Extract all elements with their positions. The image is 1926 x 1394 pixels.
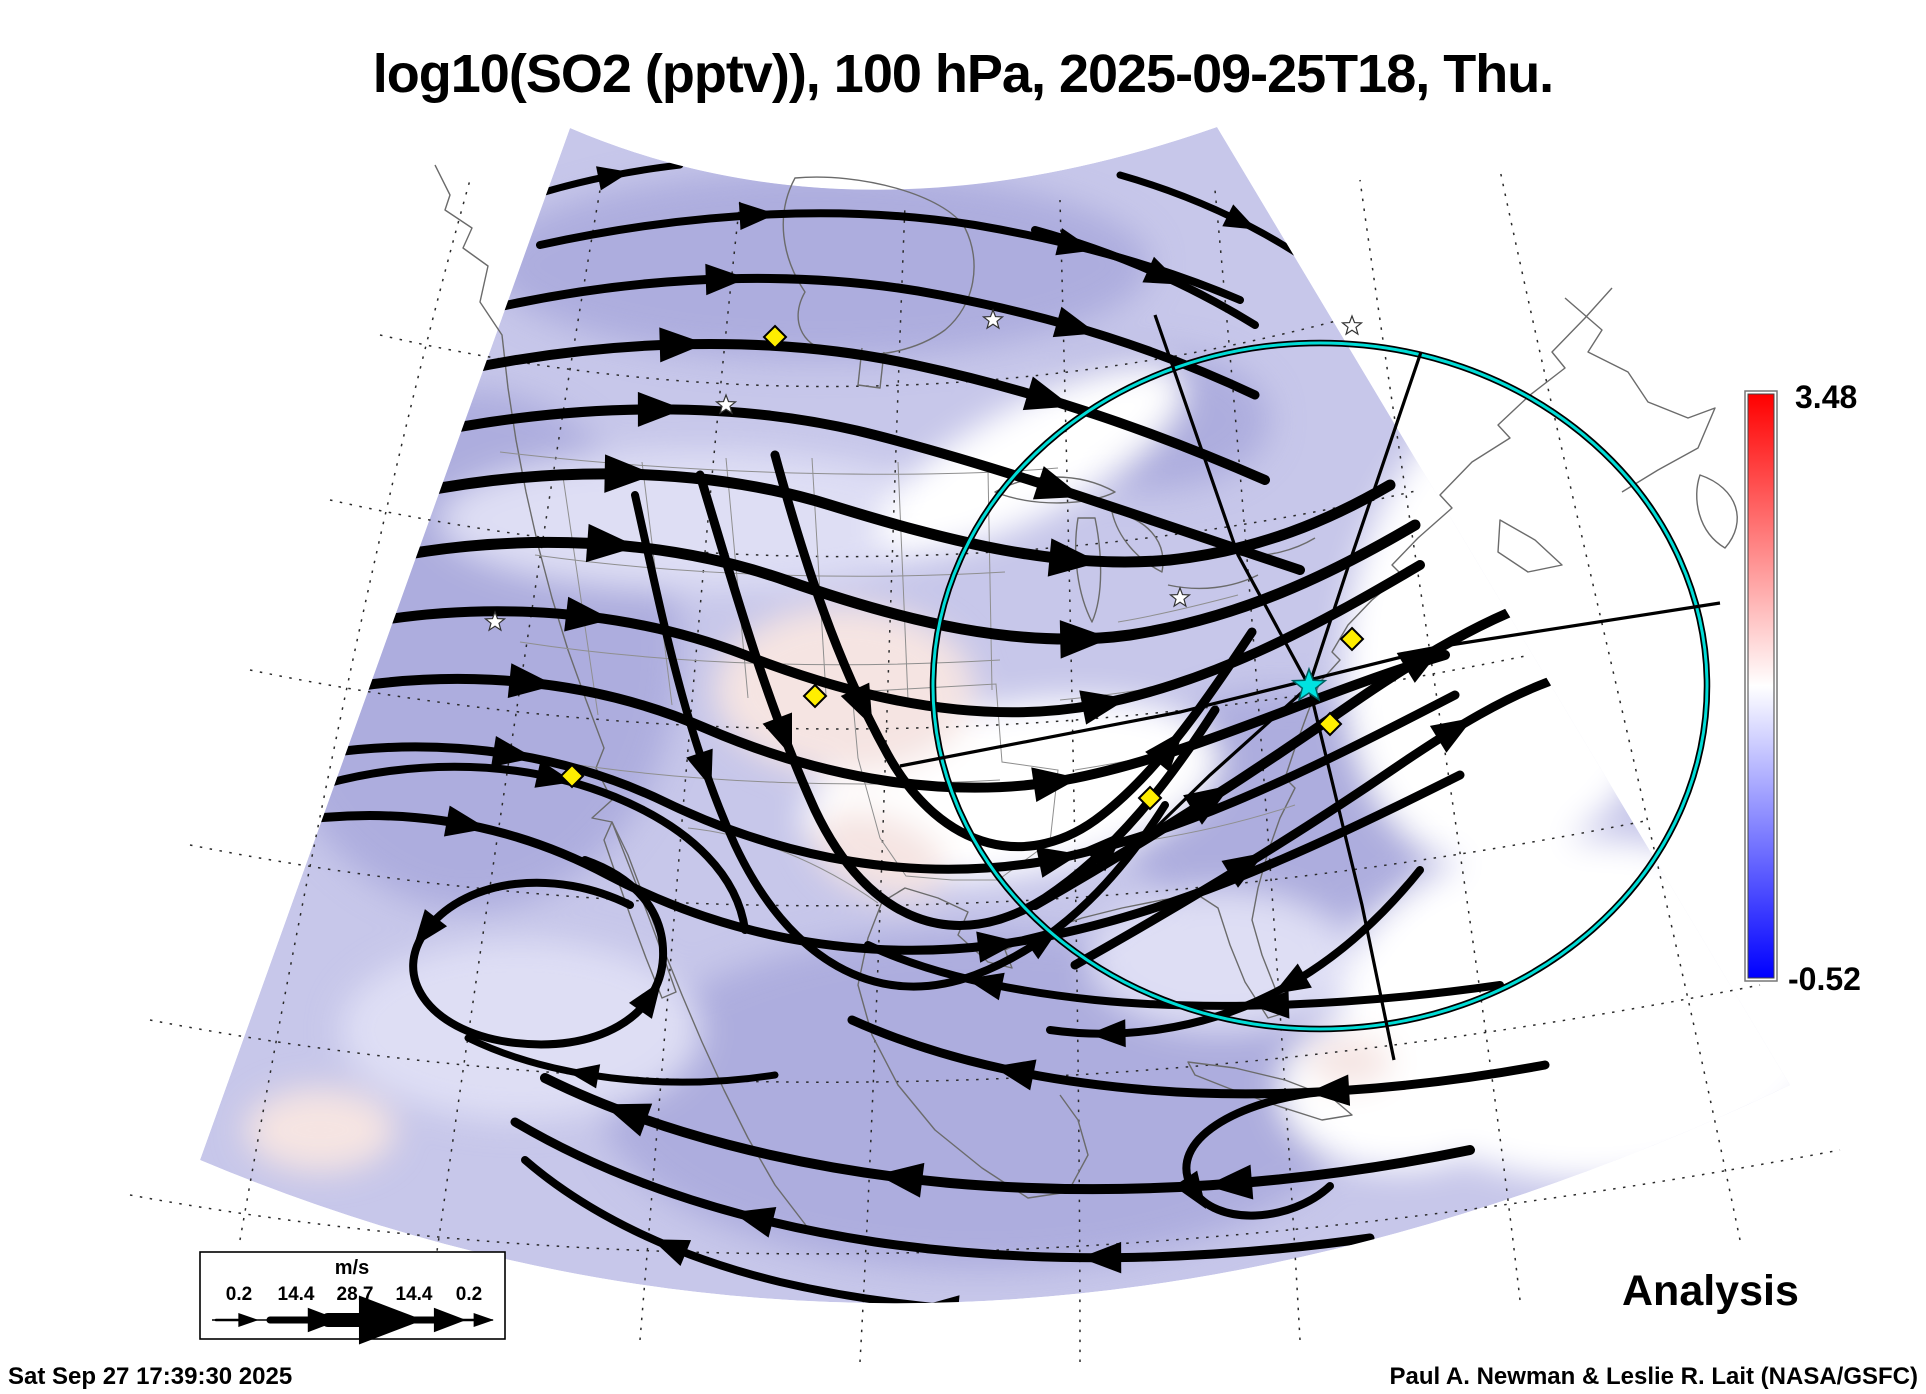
figure-title: log10(SO2 (pptv)), 100 hPa, 2025-09-25T1… (373, 44, 1553, 104)
streamline-arrowhead (1145, 730, 1184, 772)
streamline-arrowhead (1173, 1170, 1206, 1209)
streamline-arrowhead (1055, 228, 1095, 256)
streamline-arrowhead (1088, 1019, 1126, 1048)
streamline-arrowhead (732, 1207, 777, 1238)
streamline-arrowhead (307, 1307, 340, 1333)
streamline-arrowhead (1083, 831, 1124, 872)
streamline-arrowhead (1252, 990, 1290, 1019)
wind-streamlines (200, 161, 1553, 1304)
streamline-arrowhead (705, 263, 748, 296)
streamline-arrowhead (659, 327, 706, 363)
white-star-marker (1340, 314, 1364, 336)
yellow-diamond-marker (1137, 785, 1163, 811)
white-star-marker (483, 610, 507, 632)
streamline-arrowhead (564, 596, 612, 632)
streamline-arrowhead (473, 1313, 494, 1327)
range-circle (929, 339, 1711, 1033)
white-star-marker (714, 393, 738, 415)
streamline-arrowhead (1052, 306, 1097, 338)
streamline-arrowhead (1206, 1164, 1254, 1200)
streamline-arrowhead (1079, 1241, 1122, 1274)
colorbar-max-label: 3.48 (1795, 379, 1857, 415)
streamline-arrowhead (507, 663, 556, 699)
streamline-arrowhead (840, 682, 873, 727)
streamline-arrowhead (762, 712, 793, 757)
streamline-arrowhead (876, 1162, 925, 1198)
streamline-arrowhead (651, 1239, 692, 1267)
trajectory-line-2 (899, 601, 1721, 768)
streamline-arrowhead (603, 1103, 653, 1137)
wind-legend-value-3: 14.4 (396, 1284, 433, 1305)
streamline-arrowhead (1059, 620, 1111, 659)
so2-field-blobs (245, 170, 1790, 1270)
streamline-arrowhead (976, 931, 1020, 963)
streamline-arrowhead (358, 1295, 424, 1345)
streamline-arrowhead (1429, 717, 1474, 753)
streamline-arrowhead (921, 1295, 960, 1304)
streamline-arrowhead (491, 736, 535, 768)
analysis-label: Analysis (1622, 1267, 1799, 1315)
streamline-arrowhead (534, 760, 574, 788)
streamline-arrowhead (1221, 852, 1265, 888)
streamline-arrowhead (238, 1313, 259, 1327)
streamline-arrowhead (413, 909, 448, 947)
wind-legend-value-1: 14.4 (278, 1284, 315, 1305)
yellow-diamond-marker (1339, 626, 1365, 652)
wind-legend-arrows (212, 1295, 494, 1345)
streamline-arrowhead (1022, 376, 1072, 411)
streamline-arrowhead (992, 1059, 1037, 1091)
streamline-arrowhead (1031, 767, 1080, 803)
colorbar-min-label: -0.52 (1788, 961, 1861, 997)
yellow-diamond-marker (1317, 711, 1343, 737)
streamline-arrowhead (686, 748, 713, 788)
streamline-arrowhead (585, 523, 638, 563)
range-circle-ring (931, 341, 1709, 1031)
wind-legend-units: m/s (335, 1257, 369, 1279)
map-markers (483, 308, 1365, 811)
wind-speed-legend: m/s 0.2 14.4 28.7 14.4 0.2 (199, 1251, 506, 1345)
streamline-arrowhead (604, 454, 656, 493)
yellow-diamond-marker (762, 324, 788, 350)
footer-timestamp: Sat Sep 27 17:39:30 2025 (8, 1363, 292, 1390)
wind-legend-value-0: 0.2 (226, 1284, 252, 1305)
streamline-arrowhead (566, 1064, 601, 1089)
streamline-arrowhead (628, 980, 662, 1019)
streamline-arrowhead (1079, 690, 1128, 725)
colorbar: 3.48 -0.52 (1744, 379, 1861, 997)
streamline-arrowhead (1222, 204, 1257, 230)
white-star-marker (1168, 586, 1192, 608)
streamline-arrowhead (596, 166, 630, 191)
streamline-arrowhead (965, 972, 1005, 1001)
white-star-marker (981, 308, 1005, 330)
footer-credit: Paul A. Newman & Leslie R. Lait (NASA/GS… (1389, 1363, 1918, 1390)
streamline-arrowhead (443, 805, 488, 837)
streamline-arrowhead (1032, 466, 1082, 500)
streamline-arrowhead (1307, 1074, 1351, 1106)
streamline-arrowhead (738, 202, 777, 230)
cyan-star-marker (1290, 666, 1328, 702)
streamline-arrowhead (1142, 256, 1182, 285)
streamline-arrowhead (1036, 846, 1080, 878)
yellow-diamond-marker (559, 763, 585, 789)
yellow-diamond-marker (802, 683, 828, 709)
colorbar-gradient (1747, 393, 1775, 979)
streamline-arrowhead (1047, 538, 1100, 577)
wind-legend-value-4: 0.2 (456, 1284, 482, 1305)
streamline-arrowhead (1183, 785, 1232, 825)
streamline-arrowhead (1273, 963, 1312, 995)
streamline-arrowhead (637, 391, 684, 427)
streamline-arrowhead (433, 1307, 467, 1333)
